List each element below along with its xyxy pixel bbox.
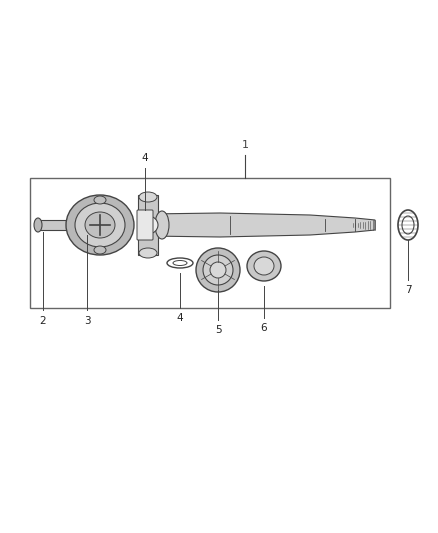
- Ellipse shape: [85, 212, 115, 238]
- Polygon shape: [138, 195, 158, 255]
- Text: 3: 3: [84, 316, 90, 326]
- Ellipse shape: [247, 251, 281, 281]
- Ellipse shape: [94, 196, 106, 204]
- Text: 6: 6: [261, 323, 267, 333]
- Text: 5: 5: [215, 325, 221, 335]
- Ellipse shape: [196, 248, 240, 292]
- Polygon shape: [38, 220, 75, 230]
- Ellipse shape: [203, 255, 233, 285]
- Ellipse shape: [75, 203, 125, 247]
- FancyBboxPatch shape: [137, 210, 153, 240]
- Ellipse shape: [94, 246, 106, 254]
- Ellipse shape: [210, 262, 226, 278]
- Text: 2: 2: [40, 316, 46, 326]
- Ellipse shape: [254, 257, 274, 275]
- Text: 4: 4: [141, 153, 148, 163]
- Text: 4: 4: [177, 313, 184, 323]
- Ellipse shape: [155, 211, 169, 239]
- Ellipse shape: [66, 195, 134, 255]
- Text: 1: 1: [241, 140, 248, 150]
- Ellipse shape: [139, 248, 157, 258]
- Ellipse shape: [34, 218, 42, 232]
- Polygon shape: [148, 213, 375, 237]
- Text: 7: 7: [405, 285, 411, 295]
- Ellipse shape: [138, 216, 158, 234]
- Bar: [30, 178, 390, 308]
- Ellipse shape: [139, 192, 157, 202]
